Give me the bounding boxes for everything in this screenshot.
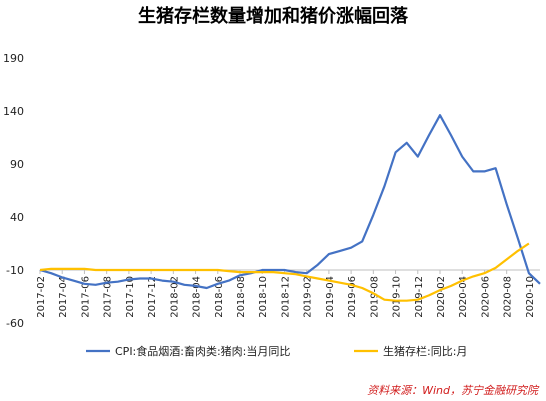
series-line-hog-inventory (39, 242, 530, 302)
source-note: 资料来源：Wind，苏宁金融研究院 (367, 384, 540, 397)
x-tick-label: 2020-02 (436, 276, 447, 318)
x-tick-label: 2018-04 (192, 276, 203, 318)
x-tick-label: 2020-06 (480, 276, 491, 318)
x-tick-label: 2019-08 (369, 276, 380, 318)
x-axis-ticks: 2017-02 2017-04 2017-06 2017-08 2017-10 2017-… (36, 270, 536, 318)
x-tick-label: 2020-04 (458, 276, 469, 318)
x-tick-label: 2018-12 (280, 276, 291, 318)
x-tick-label: 2017-08 (103, 276, 114, 318)
x-tick-label: 2017-06 (80, 276, 91, 318)
x-tick-label: 2017-02 (36, 276, 47, 318)
y-tick-label: 190 (3, 52, 24, 65)
y-tick-label: 40 (10, 211, 24, 224)
x-tick-label: 2017-10 (125, 276, 136, 318)
y-tick-label: 140 (3, 105, 24, 118)
x-tick-label: 2017-12 (147, 276, 158, 318)
y-tick-label: -60 (6, 317, 24, 330)
x-tick-label: 2019-02 (303, 276, 314, 318)
x-tick-label: 2019-06 (347, 276, 358, 318)
y-tick-label: 90 (10, 158, 24, 171)
y-axis-ticks: 190 140 90 40 -10 -60 (3, 52, 24, 330)
x-tick-label: 2018-06 (214, 276, 225, 318)
series-layer (39, 114, 541, 302)
legend-label-hog-inventory: 生猪存栏:同比:月 (383, 344, 467, 358)
x-tick-label: 2020-08 (503, 276, 514, 318)
chart-title: 生猪存栏数量增加和猪价涨幅回落 (138, 5, 409, 27)
y-tick-label: -10 (6, 264, 24, 277)
series-line-cpi-pork (39, 114, 541, 290)
legend: CPI:食品烟酒:畜肉类:猪肉:当月同比 生猪存栏:同比:月 (86, 344, 467, 358)
x-tick-label: 2018-02 (169, 276, 180, 318)
legend-label-cpi: CPI:食品烟酒:畜肉类:猪肉:当月同比 (115, 344, 290, 358)
x-tick-label: 2019-10 (392, 276, 403, 318)
x-tick-label: 2020-10 (525, 276, 536, 318)
x-tick-label: 2018-08 (236, 276, 247, 318)
x-tick-label: 2017-04 (58, 276, 69, 318)
x-tick-label: 2018-10 (258, 276, 269, 318)
x-tick-label: 2019-12 (414, 276, 425, 318)
x-tick-label: 2019-04 (325, 276, 336, 318)
